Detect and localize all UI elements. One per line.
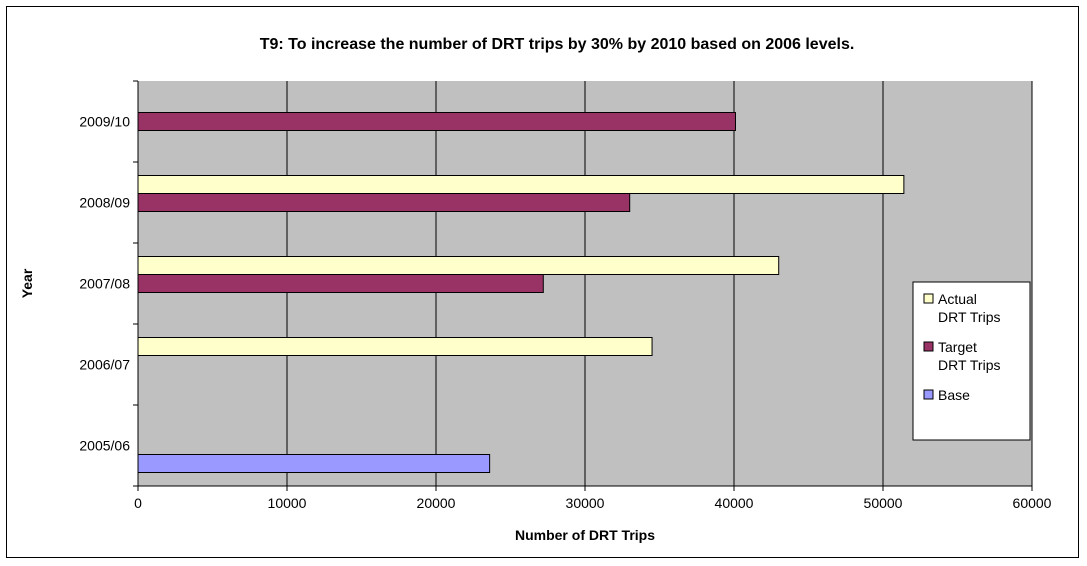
legend-swatch (923, 293, 934, 304)
legend-label: Actual (938, 291, 977, 307)
y-tick-label: 2007/08 (79, 276, 130, 292)
y-tick-label: 2006/07 (79, 357, 130, 373)
chart-title: T9: To increase the number of DRT trips … (260, 36, 855, 53)
legend-label: DRT Trips (938, 357, 1001, 373)
chart-frame: T9: To increase the number of DRT trips … (6, 6, 1079, 558)
y-tick-labels: 2005/06 2006/07 2007/08 2008/09 2009/10 (79, 114, 130, 454)
legend-label: Base (938, 387, 970, 403)
bar-actual-drt-trips (137, 175, 905, 194)
bar-actual-drt-trips (137, 337, 653, 356)
x-tick-label: 30000 (566, 495, 605, 511)
bar-base (137, 454, 491, 473)
legend-box (912, 281, 1031, 441)
bar-target-drt-trips (137, 112, 736, 131)
x-tick-labels: 0 10000 20000 30000 40000 50000 60000 (134, 495, 1052, 511)
x-tick-label: 20000 (417, 495, 456, 511)
bar-actual-drt-trips (137, 256, 780, 275)
bar-target-drt-trips (137, 193, 631, 212)
x-tick-label: 10000 (268, 495, 307, 511)
y-axis-title: Year (19, 268, 35, 298)
legend: Actual DRT Trips Target DRT Trips Base (912, 281, 1031, 441)
x-tick-label: 50000 (864, 495, 903, 511)
legend-swatch (923, 341, 934, 352)
legend-label: DRT Trips (938, 309, 1001, 325)
y-tick-label: 2008/09 (79, 195, 130, 211)
x-tick-label: 0 (134, 495, 142, 511)
legend-swatch (923, 389, 934, 400)
legend-label: Target (938, 339, 977, 355)
chart: T9: To increase the number of DRT trips … (19, 36, 1052, 543)
bar-target-drt-trips (137, 274, 544, 293)
y-tick-label: 2005/06 (79, 438, 130, 454)
x-axis-title: Number of DRT Trips (515, 527, 655, 543)
y-tick-label: 2009/10 (79, 114, 130, 130)
x-tick-label: 40000 (715, 495, 754, 511)
axes (133, 80, 1033, 491)
x-tick-label: 60000 (1013, 495, 1052, 511)
